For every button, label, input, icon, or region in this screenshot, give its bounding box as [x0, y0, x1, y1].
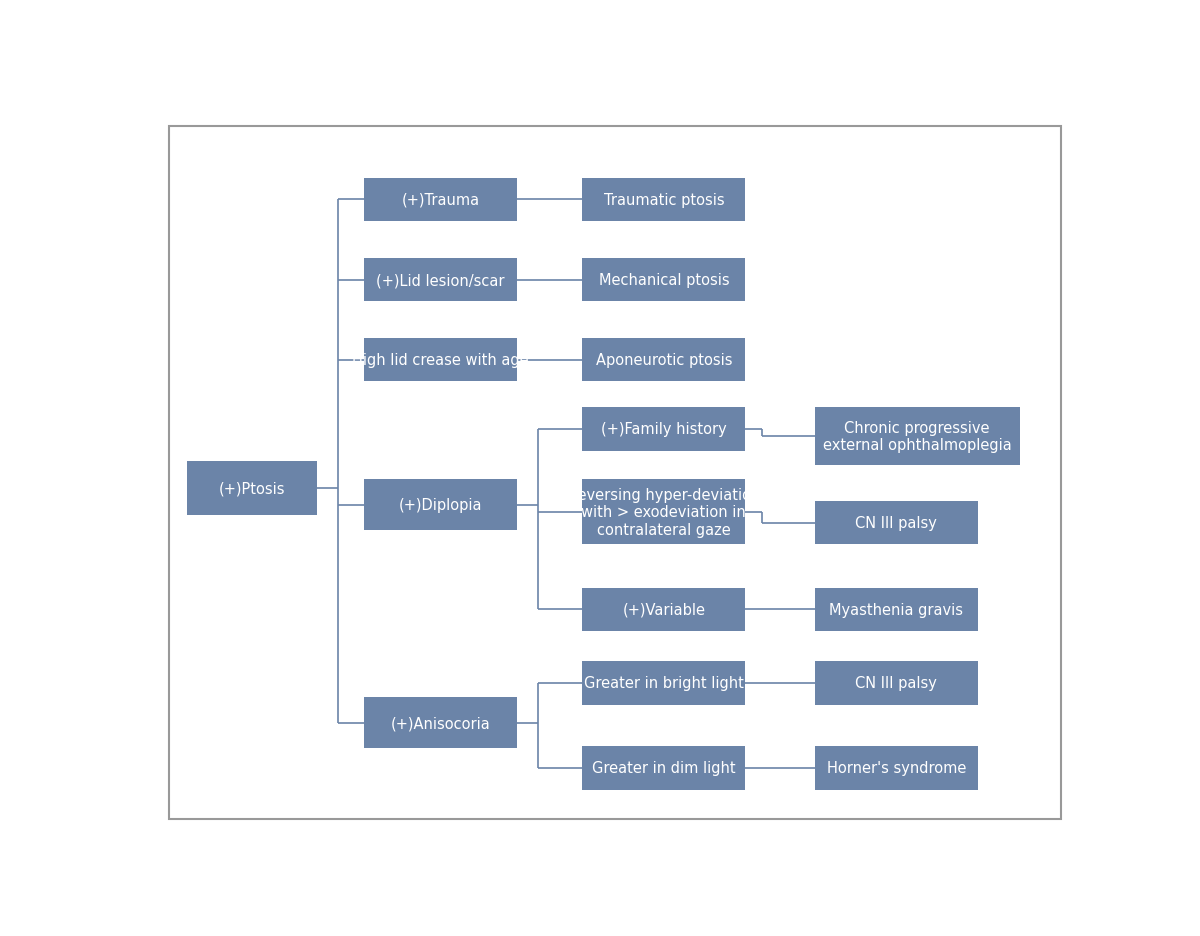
Text: Chronic progressive
external ophthalmoplegia: Chronic progressive external ophthalmopl…	[823, 420, 1012, 453]
FancyBboxPatch shape	[187, 461, 317, 516]
FancyBboxPatch shape	[582, 747, 745, 790]
Text: (+)Trauma: (+)Trauma	[402, 193, 480, 208]
FancyBboxPatch shape	[582, 179, 745, 222]
FancyBboxPatch shape	[815, 662, 978, 705]
FancyBboxPatch shape	[582, 258, 745, 302]
FancyBboxPatch shape	[582, 588, 745, 631]
Text: (+)Diplopia: (+)Diplopia	[398, 498, 482, 513]
Text: Horner's syndrome: Horner's syndrome	[827, 761, 966, 776]
FancyBboxPatch shape	[582, 480, 745, 545]
Text: CN III palsy: CN III palsy	[856, 676, 937, 691]
Text: Greater in bright light: Greater in bright light	[584, 676, 744, 691]
FancyBboxPatch shape	[364, 480, 517, 531]
Text: (+)Variable: (+)Variable	[623, 602, 706, 617]
FancyBboxPatch shape	[815, 502, 978, 545]
FancyBboxPatch shape	[364, 258, 517, 302]
FancyBboxPatch shape	[364, 697, 517, 748]
Text: (+)Anisocoria: (+)Anisocoria	[391, 715, 491, 730]
Text: High lid crease with age: High lid crease with age	[353, 353, 529, 368]
FancyBboxPatch shape	[364, 179, 517, 222]
FancyBboxPatch shape	[364, 339, 517, 382]
Text: Greater in dim light: Greater in dim light	[592, 761, 736, 776]
Text: Aponeurotic ptosis: Aponeurotic ptosis	[595, 353, 732, 368]
FancyBboxPatch shape	[815, 588, 978, 631]
Text: Myasthenia gravis: Myasthenia gravis	[829, 602, 964, 617]
Text: CN III palsy: CN III palsy	[856, 516, 937, 531]
Text: (+)Lid lesion/scar: (+)Lid lesion/scar	[377, 272, 505, 287]
FancyBboxPatch shape	[582, 339, 745, 382]
Text: (+)Family history: (+)Family history	[601, 422, 727, 437]
Text: Mechanical ptosis: Mechanical ptosis	[599, 272, 730, 287]
FancyBboxPatch shape	[815, 408, 1020, 465]
FancyBboxPatch shape	[582, 408, 745, 451]
Text: Reversing hyper-deviation
with > exodeviation in
contralateral gaze: Reversing hyper-deviation with > exodevi…	[568, 488, 760, 537]
FancyBboxPatch shape	[582, 662, 745, 705]
Text: (+)Ptosis: (+)Ptosis	[220, 481, 286, 496]
FancyBboxPatch shape	[815, 747, 978, 790]
Text: Traumatic ptosis: Traumatic ptosis	[604, 193, 724, 208]
